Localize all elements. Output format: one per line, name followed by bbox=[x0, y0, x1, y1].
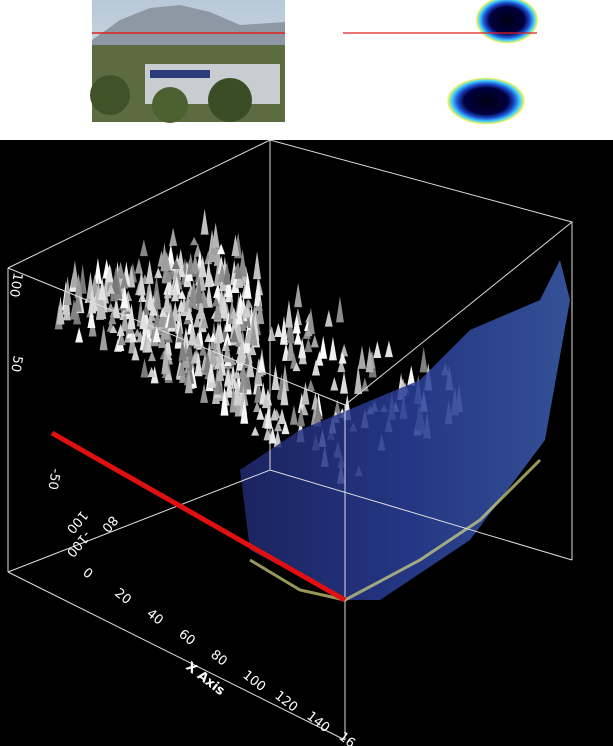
blob-panel bbox=[343, 0, 539, 125]
z-tick-label: 50 bbox=[7, 354, 25, 373]
photo bbox=[90, 0, 285, 123]
screen: X Axis 0204060801001201401610050-5080100… bbox=[0, 0, 613, 746]
